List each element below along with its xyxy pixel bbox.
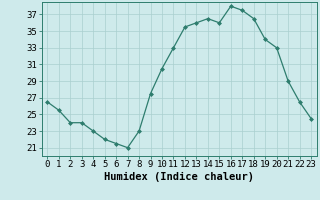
X-axis label: Humidex (Indice chaleur): Humidex (Indice chaleur) (104, 172, 254, 182)
